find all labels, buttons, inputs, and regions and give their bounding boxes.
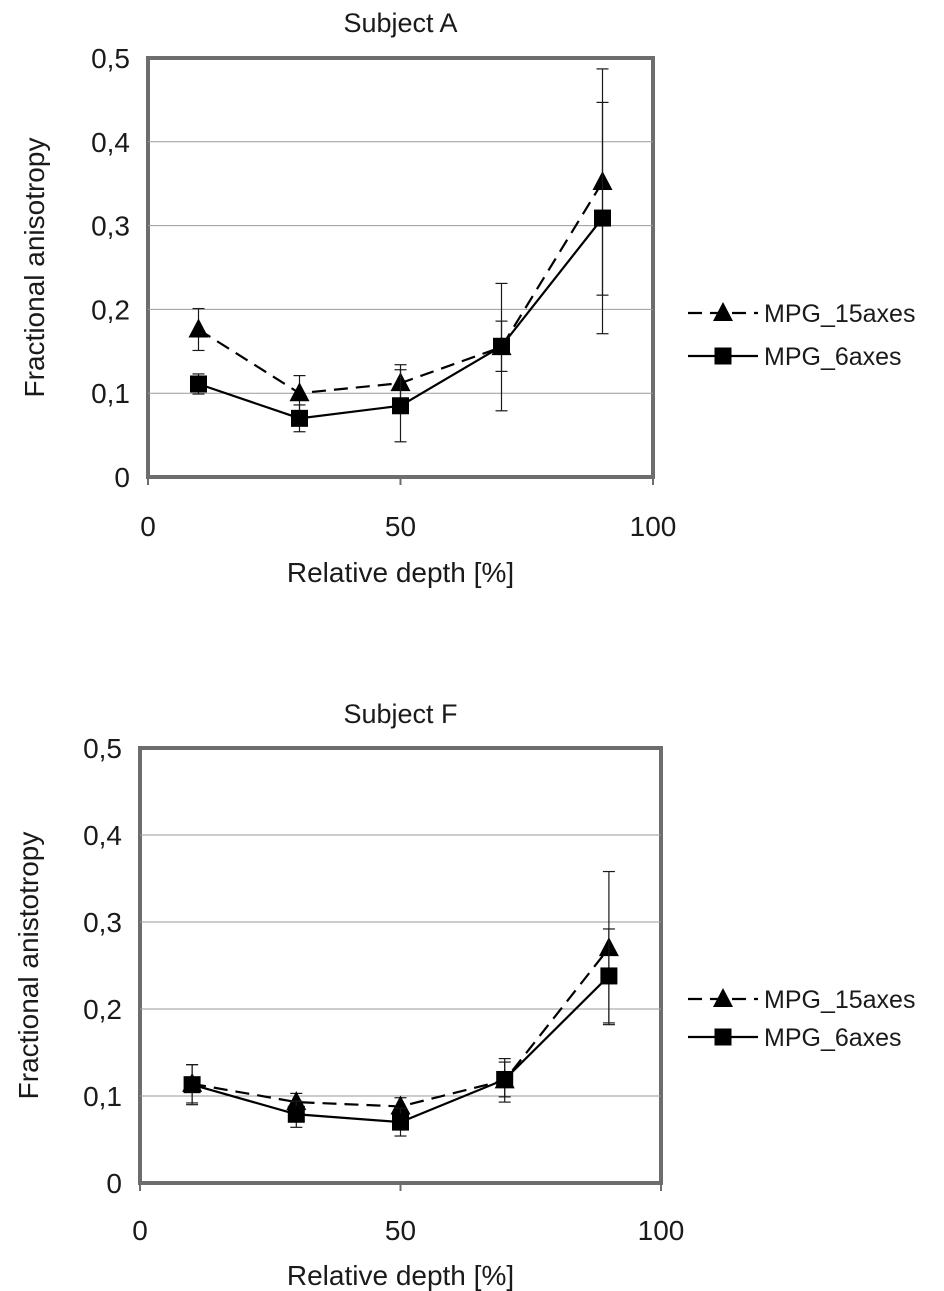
y-axis-label: Fractional anisotropy bbox=[19, 138, 50, 398]
chart-subject-f: 0 0,1 0,2 0,3 0,4 0,5 0 50 100 Subject F Relative … bbox=[13, 699, 915, 1291]
data-point-square bbox=[600, 967, 618, 985]
data-point-square bbox=[392, 397, 409, 415]
y-tick-label: 0,2 bbox=[83, 994, 122, 1025]
y-tick-label: 0,3 bbox=[91, 211, 130, 242]
chart-subject-a: 0 0,1 0,2 0,3 0,4 0,5 0 50 100 Subject A Relative … bbox=[19, 8, 915, 588]
x-tick-label: 100 bbox=[638, 1215, 685, 1246]
series-line-dashed bbox=[191, 947, 610, 1108]
data-point-triangle bbox=[289, 382, 310, 402]
y-tick-label: 0,3 bbox=[83, 907, 122, 938]
data-point-triangle bbox=[188, 318, 209, 338]
data-point-square bbox=[496, 1070, 514, 1088]
x-axis-label: Relative depth [%] bbox=[287, 1260, 514, 1291]
x-axis-label: Relative depth [%] bbox=[287, 557, 514, 588]
data-point-square bbox=[287, 1105, 305, 1123]
legend-label: MPG_15axes bbox=[764, 986, 915, 1014]
x-tick-label: 50 bbox=[385, 1215, 416, 1246]
y-tick-label: 0 bbox=[106, 1168, 122, 1199]
legend-marker-triangle bbox=[713, 988, 733, 1007]
y-tick-label: 0,4 bbox=[83, 820, 122, 851]
data-point-triangle bbox=[286, 1091, 307, 1111]
legend-marker-triangle bbox=[713, 302, 733, 321]
data-point-square bbox=[594, 209, 611, 227]
series-line-dashed bbox=[197, 181, 604, 395]
y-tick-label: 0,2 bbox=[91, 294, 130, 325]
x-tick-label: 100 bbox=[630, 511, 677, 542]
y-tick-label: 0 bbox=[114, 462, 130, 493]
data-point-square bbox=[183, 1076, 201, 1094]
data-point-square bbox=[190, 375, 207, 393]
data-point-square bbox=[493, 337, 510, 355]
legend-marker-square bbox=[714, 1028, 732, 1046]
y-tick-label: 0,1 bbox=[91, 378, 130, 409]
chart-title: Subject F bbox=[343, 699, 457, 729]
legend-label: MPG_15axes bbox=[764, 300, 915, 328]
y-tick-label: 0,5 bbox=[91, 43, 130, 74]
data-point-square bbox=[392, 1113, 409, 1131]
y-tick-label: 0,1 bbox=[83, 1081, 122, 1112]
y-tick-label: 0,5 bbox=[83, 733, 122, 764]
data-point-triangle bbox=[390, 1095, 411, 1115]
x-tick-label: 0 bbox=[132, 1215, 148, 1246]
y-tick-label: 0,4 bbox=[91, 127, 130, 158]
chart-title: Subject A bbox=[343, 8, 457, 38]
x-tick-label: 0 bbox=[140, 511, 156, 542]
legend-label: MPG_6axes bbox=[764, 1024, 902, 1052]
x-tick-label: 50 bbox=[385, 511, 416, 542]
y-axis-label: Fractional anistotropy bbox=[13, 832, 44, 1100]
data-point-square bbox=[291, 409, 308, 427]
legend-marker-square bbox=[714, 347, 732, 365]
legend-label: MPG_6axes bbox=[764, 343, 902, 371]
